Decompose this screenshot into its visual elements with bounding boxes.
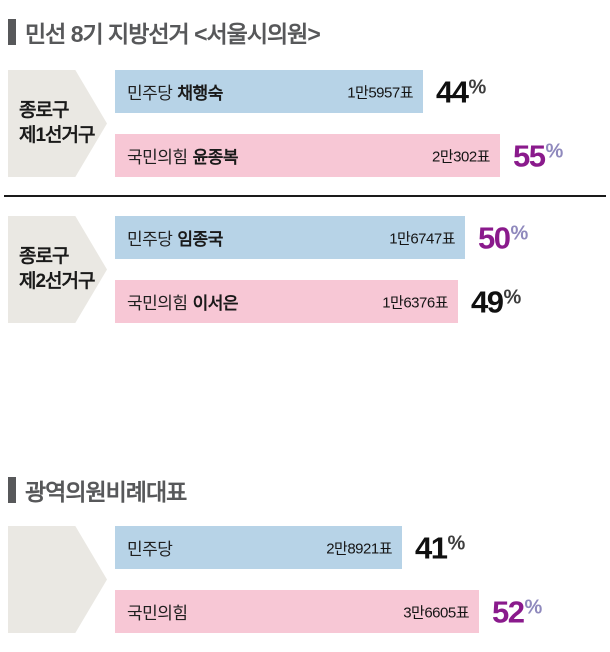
race-jongno-2: 종로구 제2선거구 민주당 임종국 1만6747표 50% 국민의힘 이서은 1… (8, 216, 610, 323)
percent-value: 50 (478, 219, 511, 255)
result-bar-democratic: 민주당 임종국 1만6747표 50% (115, 216, 528, 259)
party-label: 국민의힘 (127, 604, 188, 623)
result-bar-ppp: 국민의힘 3만6605표 52% (115, 590, 542, 633)
district-arrow: 종로구 제1선거구 (8, 70, 107, 177)
percent-value: 49 (471, 283, 504, 319)
section-proportional: 광역의원비례대표 민주당 2만8921표 41% 국민의힘 3만6605표 52… (0, 476, 610, 633)
heading-marker-bar (8, 19, 16, 45)
vote-count: 1만5957표 (347, 84, 413, 101)
percent-sign: % (524, 595, 543, 618)
bar-group: 민주당 임종국 1만6747표 50% 국민의힘 이서은 1만6376표 49% (115, 216, 528, 323)
district-label-line1: 종로구 (19, 99, 69, 121)
vote-count: 1만6747표 (389, 230, 455, 247)
percent-value: 52 (492, 593, 525, 629)
section-divider (4, 195, 606, 197)
vote-count: 1만6376표 (382, 294, 448, 311)
candidate-name: 이서은 (192, 294, 239, 313)
district-label-line2: 제2선거구 (19, 270, 96, 292)
vote-count: 2만302표 (432, 148, 490, 165)
party-label: 국민의힘 (127, 148, 188, 167)
percent-label: 52% (492, 593, 543, 629)
candidate-name: 윤종복 (192, 148, 239, 167)
district-arrow (8, 526, 107, 633)
candidate-name: 임종국 (177, 230, 223, 249)
percent-label: 41% (415, 529, 466, 565)
section-seoul-council: 민선 8기 지방선거 <서울시의원> 종로구 제1선거구 민주당 채행숙 1만5… (0, 18, 610, 323)
result-bar-democratic: 민주당 채행숙 1만5957표 44% (115, 70, 486, 113)
vote-count: 3만6605표 (403, 604, 469, 621)
vote-count: 2만8921표 (326, 540, 392, 557)
percent-sign: % (510, 221, 529, 244)
district-label-line2: 제1선거구 (19, 124, 96, 146)
party-label: 민주당 (127, 540, 173, 559)
section-title: 광역의원비례대표 (25, 479, 187, 505)
district-arrow: 종로구 제2선거구 (8, 216, 107, 323)
percent-sign: % (545, 139, 564, 162)
percent-label: 49% (471, 283, 522, 319)
percent-value: 55 (513, 137, 546, 173)
percent-label: 44% (436, 73, 487, 109)
result-bar-ppp: 국민의힘 이서은 1만6376표 49% (115, 280, 521, 323)
result-bar-democratic: 민주당 2만8921표 41% (115, 526, 465, 569)
bar-group: 민주당 2만8921표 41% 국민의힘 3만6605표 52% (115, 526, 542, 633)
party-label: 국민의힘 (127, 294, 188, 313)
heading-marker-bar (8, 477, 16, 503)
percent-label: 50% (478, 219, 529, 255)
percent-sign: % (503, 285, 522, 308)
percent-label: 55% (513, 137, 564, 173)
percent-sign: % (468, 75, 487, 98)
section-title: 민선 8기 지방선거 <서울시의원> (25, 21, 321, 47)
percent-value: 41 (415, 529, 448, 565)
district-label-line1: 종로구 (19, 245, 69, 267)
percent-sign: % (447, 531, 466, 554)
bar-group: 민주당 채행숙 1만5957표 44% 국민의힘 윤종복 2만302표 55% (115, 70, 563, 177)
section-heading: 광역의원비례대표 (8, 476, 610, 505)
race-proportional: 민주당 2만8921표 41% 국민의힘 3만6605표 52% (8, 526, 610, 633)
race-jongno-1: 종로구 제1선거구 민주당 채행숙 1만5957표 44% 국민의힘 윤종복 2… (8, 70, 610, 177)
section-heading: 민선 8기 지방선거 <서울시의원> (8, 18, 610, 47)
percent-value: 44 (436, 73, 469, 109)
party-label: 민주당 (127, 230, 173, 249)
result-bar-ppp: 국민의힘 윤종복 2만302표 55% (115, 134, 563, 177)
candidate-name: 채행숙 (177, 84, 223, 103)
party-label: 민주당 (127, 84, 173, 103)
